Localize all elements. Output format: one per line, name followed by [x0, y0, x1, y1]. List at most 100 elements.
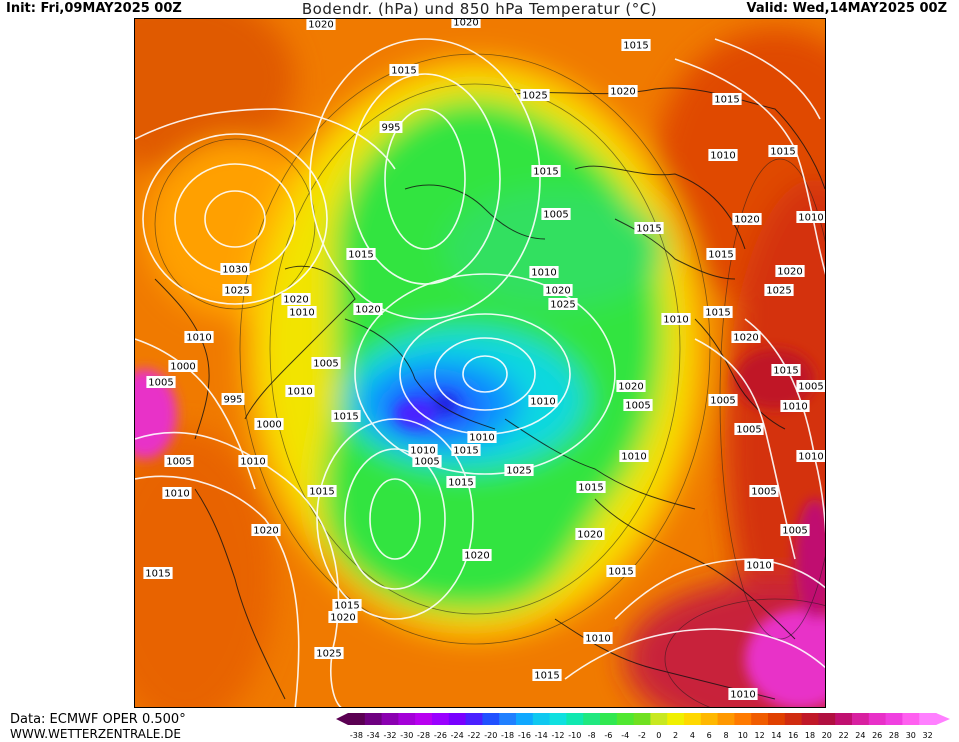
isobar-label: 1005 [541, 208, 571, 221]
isobar-label-text: 1015 [578, 483, 603, 494]
isobar-label-text: 995 [223, 395, 242, 406]
legend-swatch [818, 713, 836, 725]
legend-tick-label: -32 [383, 731, 396, 740]
isobar-label: 1010 [467, 431, 497, 444]
isobar-label-box [346, 248, 376, 260]
isobar-label-box [222, 284, 252, 296]
isobar-label-text: 1015 [623, 41, 648, 52]
isobar-label-text: 1025 [316, 649, 341, 660]
isobar-label: 1005 [796, 380, 825, 393]
legend-tick-label: -30 [400, 731, 413, 740]
isobar-label: 1020 [616, 380, 646, 393]
isobar-label: 1020 [731, 331, 761, 344]
legend-tick-label: -38 [350, 731, 363, 740]
legend-swatch [566, 713, 584, 725]
legend-swatch [835, 713, 853, 725]
isobar-label: 1020 [281, 293, 311, 306]
legend-swatch [415, 713, 433, 725]
isobar-label-box [749, 485, 779, 497]
isobar-label-text: 1015 [608, 567, 633, 578]
isobar-label-text: 1005 [782, 526, 807, 537]
isobar-label-box [796, 380, 825, 392]
isobar-label: 1010 [285, 385, 315, 398]
isobar-label-box [251, 524, 281, 536]
isobar-label-text: 1025 [224, 286, 249, 297]
isobar-label-text: 1020 [283, 295, 308, 306]
isobar-label-text: 1005 [736, 425, 761, 436]
data-source-label: Data: ECMWF OPER 0.500° [10, 712, 186, 727]
isobar-label-text: 1005 [148, 378, 173, 389]
legend-tick-label: 30 [906, 731, 916, 740]
isobar-label-box [541, 208, 571, 220]
isobar-label: 1015 [451, 444, 481, 457]
isobar-label: 1005 [623, 399, 653, 412]
isobar-label: 1005 [311, 357, 341, 370]
isobar-label-box [389, 64, 419, 76]
isobar-label: 1015 [143, 567, 173, 580]
isobar-label: 1015 [576, 481, 606, 494]
legend-swatch [902, 713, 920, 725]
isobar-label-box [285, 385, 315, 397]
legend-tick-label: 0 [656, 731, 661, 740]
isobar-label-box [467, 431, 497, 443]
legend-swatch [600, 713, 618, 725]
isobar-label-text: 1015 [533, 167, 558, 178]
legend-swatch [684, 713, 702, 725]
isobar-label: 1010 [162, 487, 192, 500]
isobars [135, 38, 825, 707]
isobar-label-box [164, 455, 194, 467]
isobar-label: 1020 [353, 303, 383, 316]
isobar-label: 1025 [520, 89, 550, 102]
isobar-label-box [146, 376, 176, 388]
isobar-label: 1025 [764, 284, 794, 297]
isobar-label: 1010 [708, 149, 738, 162]
isobar-label-box [446, 476, 476, 488]
legend-swatch [885, 713, 903, 725]
legend-swatch [768, 713, 786, 725]
legend-swatch [650, 713, 668, 725]
legend-swatch [700, 713, 719, 725]
isobar-label-text: 1015 [391, 66, 416, 77]
legend-tick-label: 26 [872, 731, 882, 740]
legend-tick-label: -18 [501, 731, 514, 740]
isobar-label-box [221, 393, 245, 405]
isobar-label-text: 1015 [714, 95, 739, 106]
isobar-label-box [462, 549, 492, 561]
isobar-label-box [543, 284, 573, 296]
isobar-label-box [331, 410, 361, 422]
isobar-label-box [634, 222, 664, 234]
isobar-label-box [451, 19, 481, 28]
isobar-label: 1005 [146, 376, 176, 389]
isobar-label-box [731, 331, 761, 343]
isobar-label: 1010 [661, 313, 691, 326]
isobar-label-text: 1015 [145, 569, 170, 580]
legend-tick-label: -26 [434, 731, 447, 740]
isobar-label: 1005 [164, 455, 194, 468]
isobar-label-box [734, 423, 764, 435]
isobar-label: 1010 [238, 455, 268, 468]
legend-swatch [381, 713, 399, 725]
isobar-label-text: 1025 [506, 466, 531, 477]
isobar-label-text: 1025 [766, 286, 791, 297]
isobar-label-text: 1015 [334, 601, 359, 612]
isobar-label-box [220, 263, 250, 275]
isobar-label-text: 1010 [530, 397, 555, 408]
isobar-label: 1015 [712, 93, 742, 106]
isobar-label-text: 1020 [464, 551, 489, 562]
hot-regions [135, 349, 825, 707]
isobar-label-text: 1015 [448, 478, 473, 489]
legend-tick-label: 4 [690, 731, 695, 740]
isobar-label: 1020 [451, 19, 481, 29]
isobar-label-text: 1010 [710, 151, 735, 162]
isobar-label-box [796, 450, 825, 462]
isobar-label-box [307, 485, 337, 497]
legend-swatch [364, 713, 383, 725]
isobar-label-text: 1005 [543, 210, 568, 221]
isobar-label-text: 1020 [308, 20, 333, 31]
isobar-label-text: 1020 [734, 215, 759, 226]
isobar-label-box [661, 313, 691, 325]
isobar-label-text: 1005 [166, 457, 191, 468]
isobar-label-box [254, 418, 284, 430]
isobar-label-box [583, 632, 613, 644]
